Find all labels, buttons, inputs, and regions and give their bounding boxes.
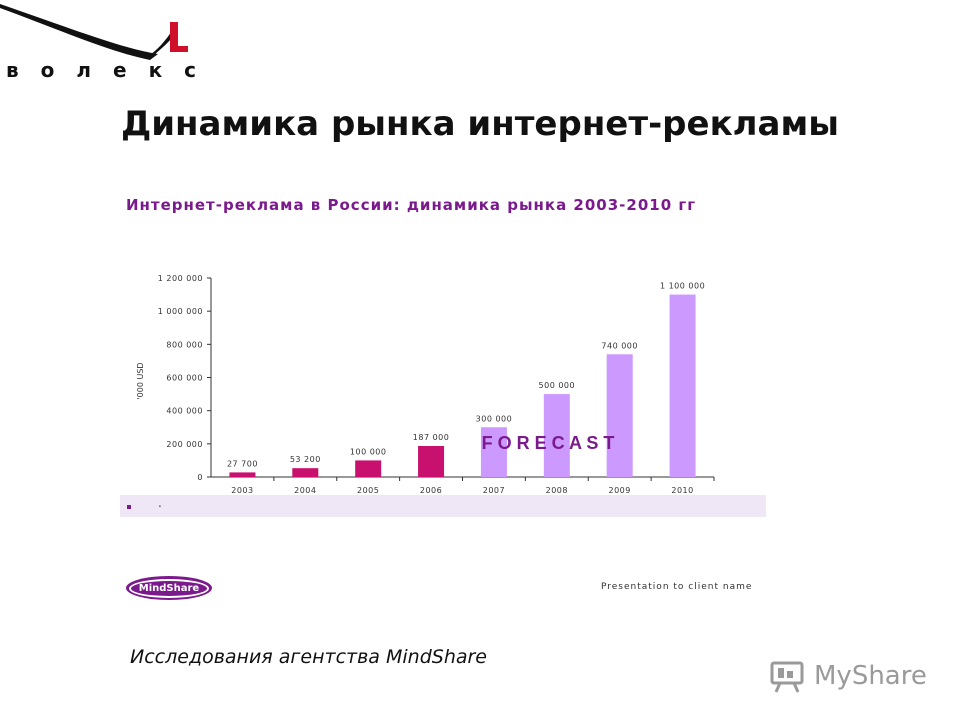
x-tick-label: 2005 bbox=[357, 486, 379, 495]
y-tick-label: 600 000 bbox=[166, 374, 203, 383]
y-tick-label: 1 000 000 bbox=[158, 307, 203, 316]
chart-axes bbox=[207, 277, 715, 481]
bar-2008 bbox=[543, 394, 570, 477]
page-title: Динамика рынка интернет-рекламы bbox=[120, 104, 840, 144]
data-label: 100 000 bbox=[350, 447, 387, 456]
bar-2006 bbox=[418, 445, 445, 477]
bar-2005 bbox=[355, 460, 382, 477]
y-tick-label: 400 000 bbox=[166, 407, 203, 416]
data-label: 53 200 bbox=[290, 455, 321, 464]
x-tick-label: 2004 bbox=[294, 486, 316, 495]
presentation-note: Presentation to client name bbox=[601, 582, 753, 592]
data-label: 27 700 bbox=[227, 459, 258, 468]
x-tick-label: 2007 bbox=[483, 486, 505, 495]
data-label: 300 000 bbox=[476, 414, 513, 423]
mindshare-logo: MindShare bbox=[126, 576, 212, 600]
chart-title: Интернет-реклама в России: динамика рынк… bbox=[126, 196, 697, 214]
bar-2009 bbox=[606, 354, 633, 477]
myshare-watermark: MyShare bbox=[768, 656, 927, 696]
y-axis-label: '000 USD bbox=[136, 362, 145, 399]
logo-text: волекс bbox=[6, 58, 219, 82]
logo-swoosh-icon bbox=[0, 4, 188, 60]
presentation-screen-icon bbox=[770, 661, 804, 693]
bar-2004 bbox=[292, 468, 319, 477]
watermark-text: MyShare bbox=[814, 661, 927, 691]
y-tick-label: 0 bbox=[197, 473, 203, 482]
y-tick-label: 800 000 bbox=[166, 340, 203, 349]
data-label: 187 000 bbox=[413, 433, 450, 442]
x-tick-label: 2003 bbox=[231, 486, 253, 495]
x-tick-label: 2010 bbox=[671, 486, 693, 495]
x-tick-label: 2008 bbox=[546, 486, 568, 495]
chart-bars bbox=[229, 294, 696, 477]
data-label: 500 000 bbox=[539, 381, 576, 390]
company-logo: волекс bbox=[0, 0, 200, 84]
forecast-annotation: F O R E C A S T bbox=[482, 433, 615, 453]
mindshare-logo-text: MindShare bbox=[128, 578, 210, 598]
y-tick-label: 200 000 bbox=[166, 440, 203, 449]
legend-strip: . bbox=[120, 495, 766, 517]
data-label: 1 100 000 bbox=[660, 282, 705, 291]
bar-2003 bbox=[229, 472, 256, 477]
bar-2007 bbox=[480, 427, 507, 477]
source-note: Исследования агентства MindShare bbox=[130, 646, 488, 668]
y-tick-label: 1 200 000 bbox=[158, 274, 203, 283]
data-label: 740 000 bbox=[601, 341, 638, 350]
chart-labels: 0 200 000 400 000 600 000 800 000 1 000 000 1 … bbox=[158, 274, 705, 495]
x-tick-label: 2006 bbox=[420, 486, 442, 495]
legend-marker bbox=[127, 505, 131, 509]
x-tick-label: 2009 bbox=[609, 486, 631, 495]
bar-2010 bbox=[669, 294, 696, 477]
legend-text: . bbox=[158, 496, 162, 510]
